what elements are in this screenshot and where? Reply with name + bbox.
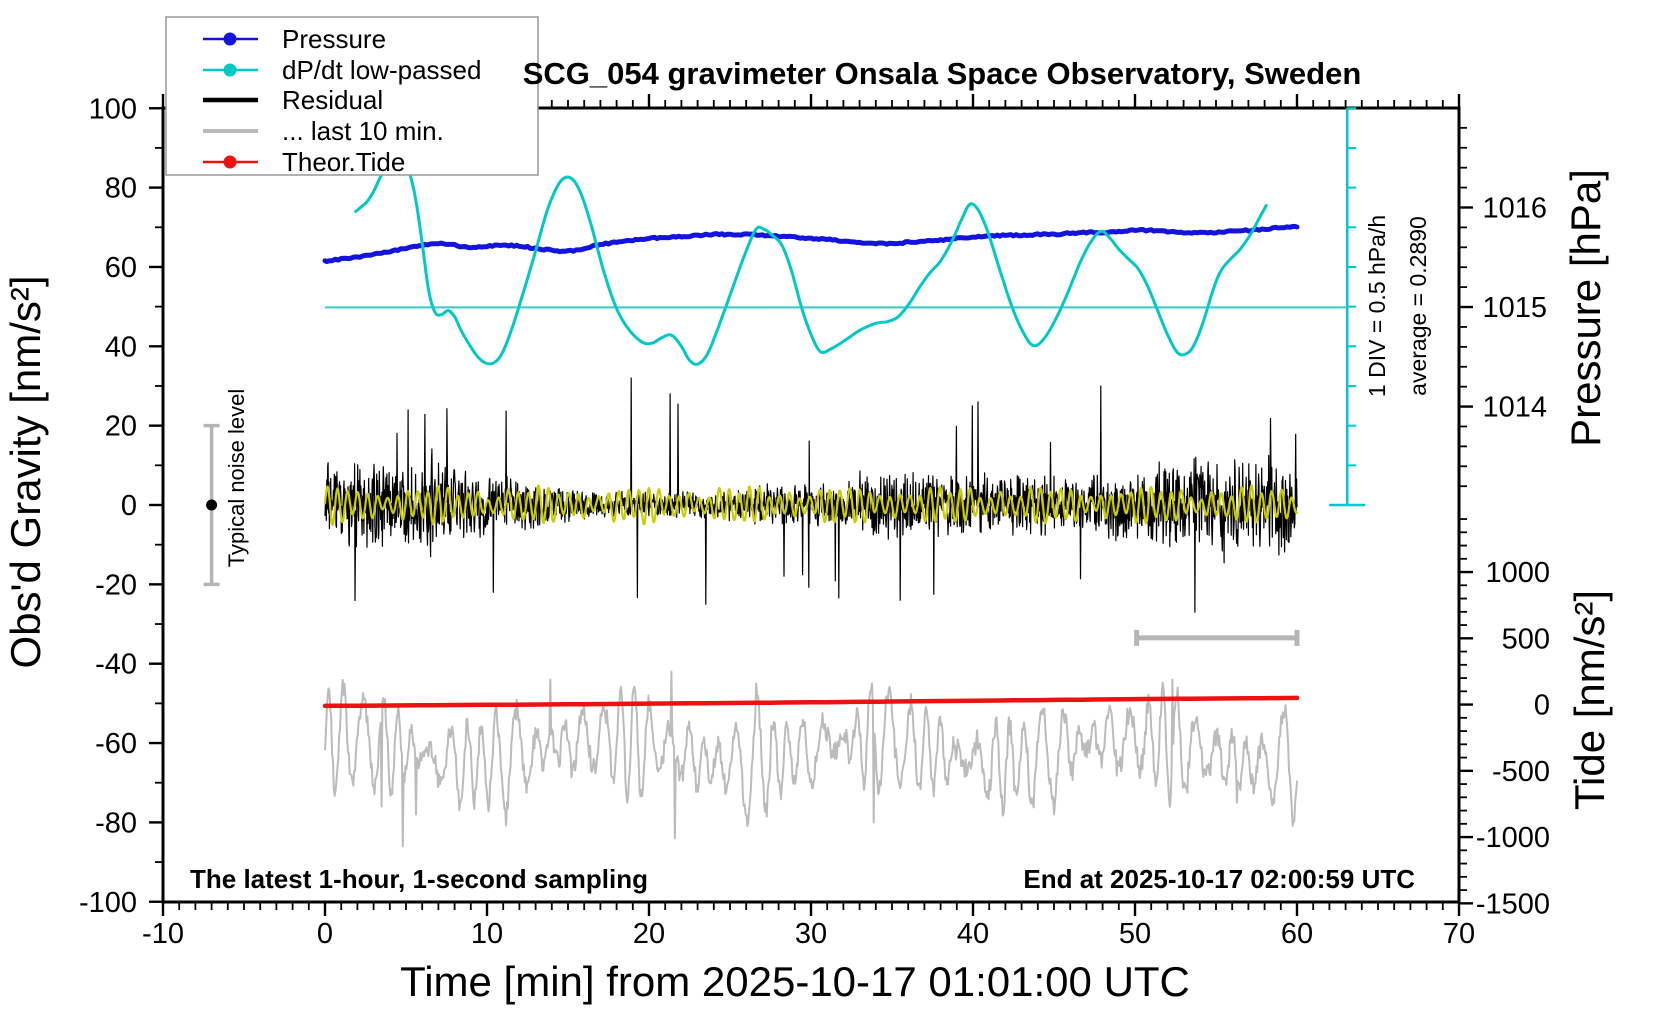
x-tick-label: 50	[1119, 918, 1151, 950]
x-tick-label: 20	[633, 918, 665, 950]
x-tick-label: 30	[795, 918, 827, 950]
y-left-tick-label: 60	[105, 252, 137, 284]
tide-axis-title: Tide [nm/s²]	[1566, 590, 1613, 810]
pressure-curve	[322, 223, 1300, 264]
residual-lowpass-curve	[323, 484, 1299, 527]
legend-marker-dot	[223, 155, 237, 169]
legend-item-label: Residual	[282, 85, 383, 115]
pressure-tick-label: 1015	[1482, 292, 1547, 324]
y-left-tick-label: -20	[95, 569, 137, 601]
x-tick-label: 60	[1281, 918, 1313, 950]
y-left-tick-label: -60	[95, 728, 137, 760]
legend-marker-dot	[223, 32, 237, 46]
y-left-tick-label: 100	[89, 93, 137, 125]
tide-tick-label: 500	[1502, 623, 1550, 655]
pressure-axis-title: Pressure [hPa]	[1562, 169, 1609, 447]
x-axis-title: Time [min] from 2025-10-17 01:01:00 UTC	[400, 958, 1190, 1005]
legend-item-label: Theor.Tide	[282, 147, 405, 177]
y-left-tick-label: 20	[105, 411, 137, 443]
pressure-tick-label: 1014	[1482, 392, 1547, 424]
average-note: average = 0.2890	[1405, 216, 1431, 396]
chart-title: SCG_054 gravimeter Onsala Space Observat…	[523, 56, 1362, 91]
chart-generated-layers: -10 0 10 20 30 40 50 60 70-100-80-60-40-20020406…	[79, 16, 1550, 950]
x-tick-label: 40	[957, 918, 989, 950]
y-left-tick-label: -100	[79, 887, 137, 919]
noise-level-label: Typical noise level	[224, 389, 249, 568]
y-left-tick-label: 0	[121, 490, 137, 522]
last10min-curve	[324, 670, 1298, 848]
x-tick-label: 0	[317, 918, 333, 950]
y-left-tick-label: 80	[105, 173, 137, 205]
footer-end-time: End at 2025-10-17 02:00:59 UTC	[1023, 864, 1415, 894]
theoretical-tide-curve	[322, 695, 1300, 709]
tide-tick-label: -500	[1492, 756, 1550, 788]
residual-curve	[324, 377, 1298, 613]
tide-tick-label: -1500	[1476, 888, 1550, 920]
legend-marker-dot	[223, 63, 237, 77]
tide-tick-label: 0	[1534, 690, 1550, 722]
dpdt-curve	[354, 153, 1268, 366]
noise-level-dot	[206, 499, 218, 511]
y-left-axis-title: Obs'd Gravity [nm/s²]	[2, 275, 49, 668]
pressure-tick-label: 1016	[1482, 192, 1547, 224]
x-tick-label: 10	[471, 918, 503, 950]
legend-item-label: dP/dt low-passed	[282, 55, 481, 85]
y-left-tick-label: 40	[105, 331, 137, 363]
y-left-tick-label: -40	[95, 649, 137, 681]
x-tick-label: -10	[142, 918, 184, 950]
tide-tick-label: -1000	[1476, 822, 1550, 854]
x-tick-label: 70	[1443, 918, 1475, 950]
legend-item-label: Pressure	[282, 24, 386, 54]
tide-tick-label: 1000	[1485, 557, 1550, 589]
footer-sampling-note: The latest 1-hour, 1-second sampling	[190, 864, 648, 894]
y-left-tick-label: -80	[95, 807, 137, 839]
legend-item-label: ... last 10 min.	[282, 116, 444, 146]
div-scale-note: 1 DIV = 0.5 hPa/h	[1364, 215, 1390, 397]
